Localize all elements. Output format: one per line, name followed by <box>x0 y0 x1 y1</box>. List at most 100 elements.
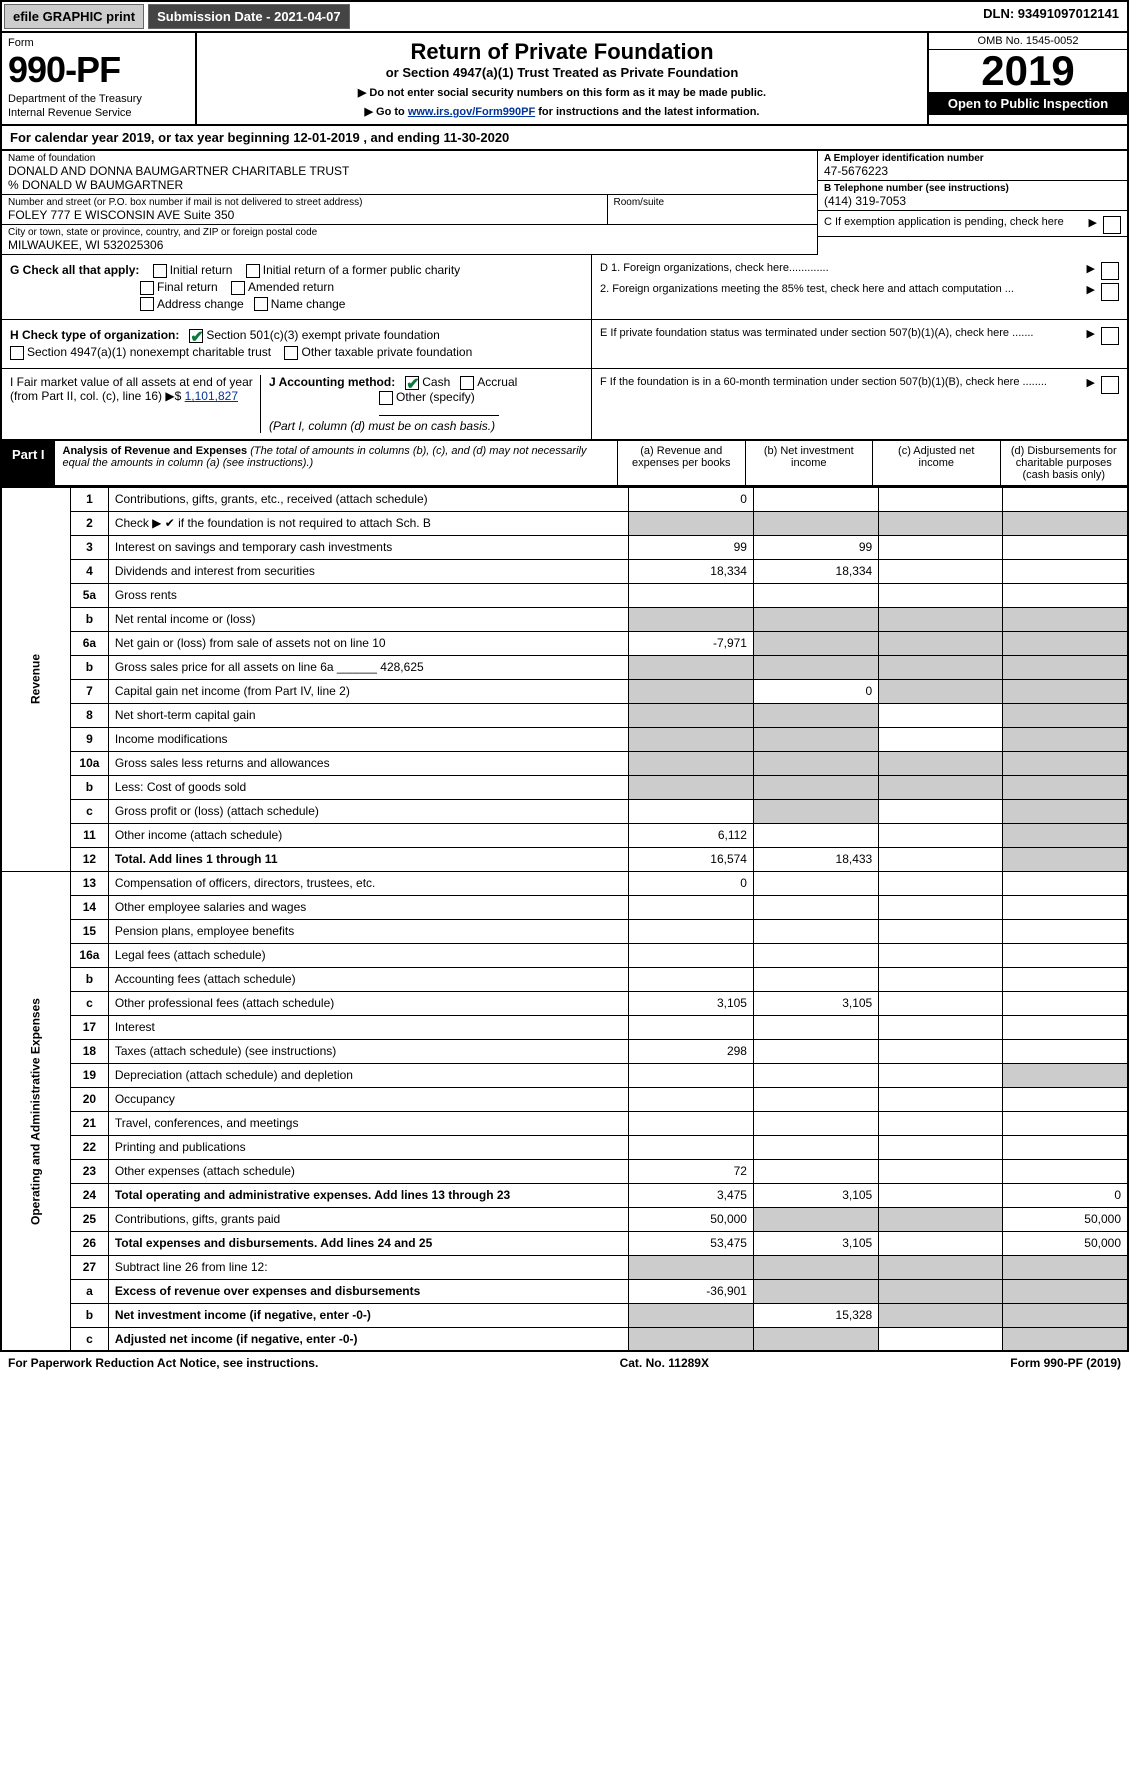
row-label: Other professional fees (attach schedule… <box>108 991 628 1015</box>
row-label: Pension plans, employee benefits <box>108 919 628 943</box>
cell-d <box>1003 895 1128 919</box>
submission-button[interactable]: Submission Date - 2021-04-07 <box>148 4 350 29</box>
cell-b: 15,328 <box>753 1303 878 1327</box>
page-footer: For Paperwork Reduction Act Notice, see … <box>0 1352 1129 1374</box>
other-method-checkbox[interactable] <box>379 391 393 405</box>
d2-label: 2. Foreign organizations meeting the 85%… <box>600 283 1087 295</box>
table-row: 14Other employee salaries and wages <box>1 895 1128 919</box>
501c3-checkbox[interactable] <box>189 329 203 343</box>
part1-table: Revenue1Contributions, gifts, grants, et… <box>0 487 1129 1353</box>
cash-checkbox[interactable] <box>405 376 419 390</box>
cell-b: 3,105 <box>753 1231 878 1255</box>
other-taxable-checkbox[interactable] <box>284 346 298 360</box>
cell-b <box>753 511 878 535</box>
4947-checkbox[interactable] <box>10 346 24 360</box>
cell-b <box>753 799 878 823</box>
e-checkbox[interactable] <box>1101 327 1119 345</box>
final-return-checkbox[interactable] <box>140 281 154 295</box>
cell-a <box>628 919 753 943</box>
row-number: 3 <box>71 535 109 559</box>
accrual-checkbox[interactable] <box>460 376 474 390</box>
row-label: Dividends and interest from securities <box>108 559 628 583</box>
cell-d <box>1003 1015 1128 1039</box>
initial-return-checkbox[interactable] <box>153 264 167 278</box>
row-label: Compensation of officers, directors, tru… <box>108 871 628 895</box>
row-number: 19 <box>71 1063 109 1087</box>
cell-a <box>628 1111 753 1135</box>
d1-checkbox[interactable] <box>1101 262 1119 280</box>
cell-a <box>628 799 753 823</box>
cell-a: 3,105 <box>628 991 753 1015</box>
initial-former-checkbox[interactable] <box>246 264 260 278</box>
table-row: 7Capital gain net income (from Part IV, … <box>1 679 1128 703</box>
cell-c <box>879 751 1003 775</box>
cell-b <box>753 1327 878 1351</box>
row-number: 11 <box>71 823 109 847</box>
fmv-value[interactable]: 1,101,827 <box>185 389 238 403</box>
table-row: 8Net short-term capital gain <box>1 703 1128 727</box>
cell-b: 18,334 <box>753 559 878 583</box>
cell-c <box>879 559 1003 583</box>
top-toolbar: efile GRAPHIC print Submission Date - 20… <box>0 0 1129 33</box>
cell-b: 0 <box>753 679 878 703</box>
table-row: 9Income modifications <box>1 727 1128 751</box>
address-change-checkbox[interactable] <box>140 297 154 311</box>
cell-d <box>1003 1111 1128 1135</box>
efile-button[interactable]: efile GRAPHIC print <box>4 4 144 29</box>
table-row: 18Taxes (attach schedule) (see instructi… <box>1 1039 1128 1063</box>
city-label: City or town, state or province, country… <box>8 227 811 238</box>
row-label: Occupancy <box>108 1087 628 1111</box>
exemption-pending-checkbox[interactable] <box>1103 216 1121 234</box>
cell-b <box>753 1159 878 1183</box>
e-label: E If private foundation status was termi… <box>600 327 1087 339</box>
cell-d <box>1003 727 1128 751</box>
care-of: % DONALD W BAUMGARTNER <box>8 178 811 192</box>
table-row: 10aGross sales less returns and allowanc… <box>1 751 1128 775</box>
f-checkbox[interactable] <box>1101 376 1119 394</box>
cell-c <box>879 967 1003 991</box>
expenses-section-label: Operating and Administrative Expenses <box>1 871 71 1351</box>
form-number: 990-PF <box>8 49 189 91</box>
amended-return-checkbox[interactable] <box>231 281 245 295</box>
ein-label: A Employer identification number <box>824 153 1121 164</box>
row-label: Interest <box>108 1015 628 1039</box>
cell-d: 50,000 <box>1003 1207 1128 1231</box>
cell-d <box>1003 679 1128 703</box>
cell-b <box>753 895 878 919</box>
table-row: 20Occupancy <box>1 1087 1128 1111</box>
table-row: 2Check ▶ ✔ if the foundation is not requ… <box>1 511 1128 535</box>
cell-a: 50,000 <box>628 1207 753 1231</box>
table-row: 16aLegal fees (attach schedule) <box>1 943 1128 967</box>
row-number: 7 <box>71 679 109 703</box>
cell-c <box>879 1255 1003 1279</box>
cell-d <box>1003 559 1128 583</box>
cell-d <box>1003 487 1128 511</box>
row-label: Taxes (attach schedule) (see instruction… <box>108 1039 628 1063</box>
form-header: Form 990-PF Department of the Treasury I… <box>0 33 1129 126</box>
cell-c <box>879 583 1003 607</box>
cell-d <box>1003 655 1128 679</box>
open-inspection: Open to Public Inspection <box>929 92 1127 115</box>
d2-checkbox[interactable] <box>1101 283 1119 301</box>
cell-b <box>753 655 878 679</box>
row-label: Depreciation (attach schedule) and deple… <box>108 1063 628 1087</box>
row-label: Gross rents <box>108 583 628 607</box>
cell-a: 72 <box>628 1159 753 1183</box>
row-label: Accounting fees (attach schedule) <box>108 967 628 991</box>
cell-d <box>1003 799 1128 823</box>
irs-link[interactable]: www.irs.gov/Form990PF <box>408 106 535 118</box>
row-label: Net short-term capital gain <box>108 703 628 727</box>
cell-a <box>628 751 753 775</box>
dept-treasury: Department of the Treasury <box>8 93 189 105</box>
cell-c <box>879 1303 1003 1327</box>
cell-d <box>1003 535 1128 559</box>
check-section-ij: I Fair market value of all assets at end… <box>0 369 1129 441</box>
cell-b: 3,105 <box>753 1183 878 1207</box>
name-change-checkbox[interactable] <box>254 297 268 311</box>
part1-header: Part I Analysis of Revenue and Expenses … <box>0 441 1129 487</box>
cell-c <box>879 1231 1003 1255</box>
cell-b <box>753 871 878 895</box>
cell-c <box>879 775 1003 799</box>
check-section-h: H Check type of organization: Section 50… <box>0 320 1129 369</box>
f-label: F If the foundation is in a 60-month ter… <box>600 376 1087 388</box>
